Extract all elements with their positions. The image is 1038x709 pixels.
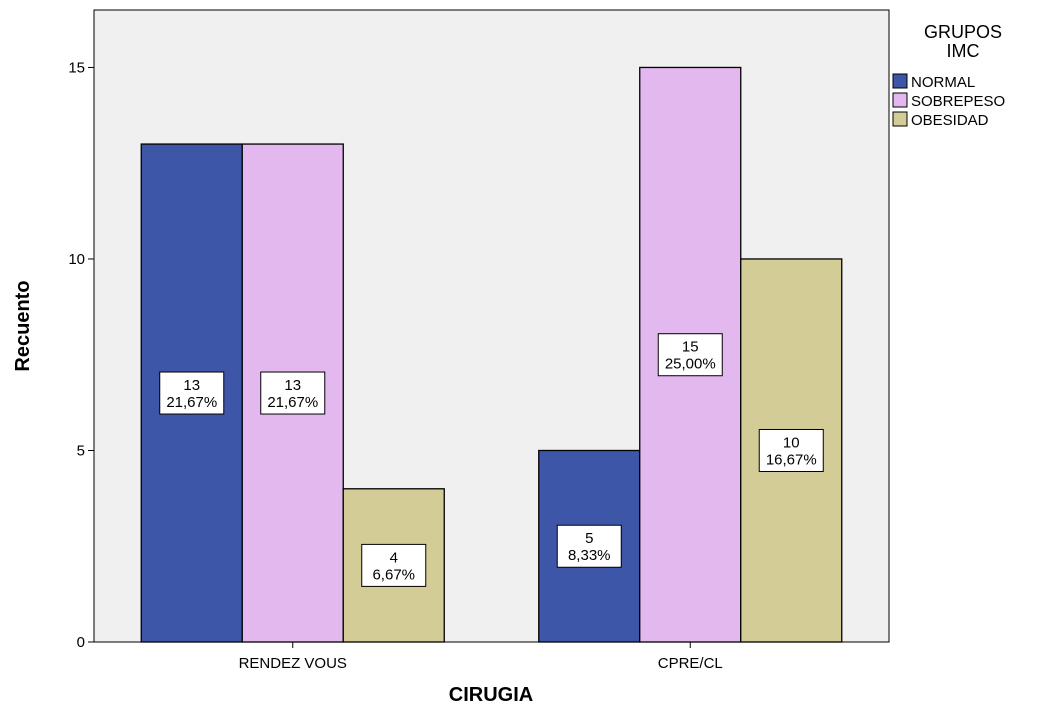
data-label-box [159,371,225,415]
y-tick-label: 10 [68,251,85,268]
y-tick-label: 5 [77,442,85,459]
data-label: 46,67% [361,543,427,587]
x-tick-label: CPRE/CL [658,655,723,672]
legend: GRUPOS IMC NORMAL SOBREPESO OBESIDAD [892,22,1005,129]
data-label-percent: 21,67% [267,394,318,411]
legend-label-obesidad: OBESIDAD [911,112,989,129]
data-label-box [556,524,622,568]
data-label-percent: 6,67% [372,566,415,583]
x-axis: RENDEZ VOUS CPRE/CL [239,642,723,672]
y-tick-label: 0 [77,634,85,651]
x-axis-title: CIRUGIA [449,684,533,706]
data-label-percent: 8,33% [568,547,611,564]
data-label-count: 13 [183,377,200,394]
data-label-percent: 16,67% [766,451,817,468]
data-label: 58,33% [556,524,622,568]
legend-label-sobrepeso: SOBREPESO [911,93,1005,110]
legend-items: NORMAL SOBREPESO OBESIDAD [892,73,1005,129]
legend-swatch-normal [892,73,908,89]
legend-title-line-2: IMC [947,41,980,61]
data-label-count: 10 [783,434,800,451]
data-label-count: 4 [390,549,398,566]
data-label-count: 15 [682,339,699,356]
data-label-percent: 21,67% [166,394,217,411]
data-label-percent: 25,00% [665,356,716,373]
data-label-count: 13 [284,377,301,394]
legend-title-line-1: GRUPOS [924,22,1002,42]
data-label-box [657,333,723,377]
x-tick-label: RENDEZ VOUS [239,655,347,672]
y-axis-title: Recuento [12,280,34,371]
data-labels: 1321,67%1321,67%46,67%58,33%1525,00%1016… [159,333,824,587]
y-tick-label: 15 [68,59,85,76]
legend-swatch-obesidad [892,111,908,127]
data-label-box [758,428,824,472]
data-label-box [260,371,326,415]
legend-swatch-sobrepeso [892,92,908,108]
legend-label-normal: NORMAL [911,74,975,91]
y-axis: 0 5 10 15 [68,59,94,651]
data-label-count: 5 [585,530,593,547]
data-label-box [361,543,427,587]
bars [140,66,843,643]
